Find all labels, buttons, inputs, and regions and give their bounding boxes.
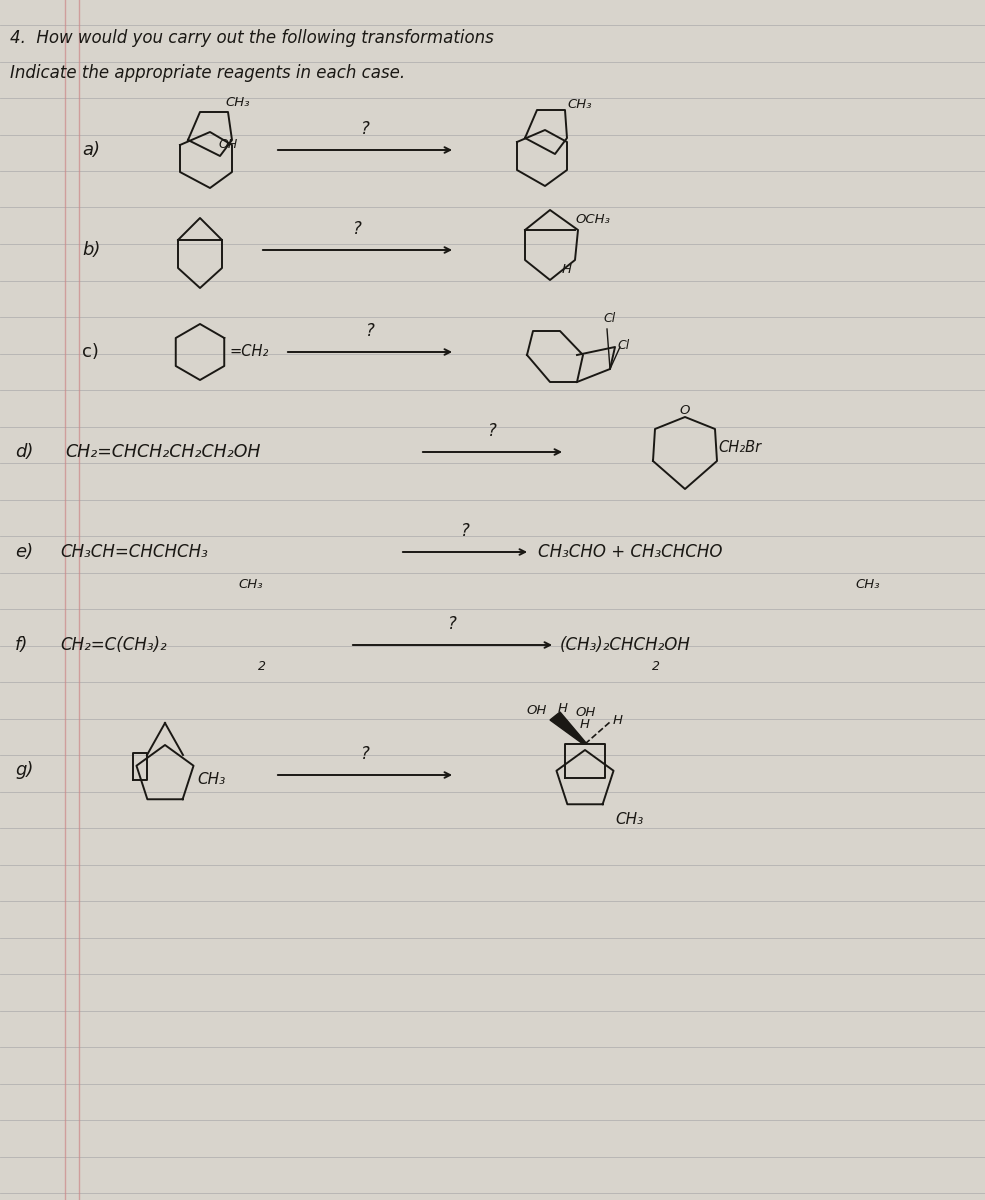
Text: Indicate the appropriate reagents in each case.: Indicate the appropriate reagents in eac… [10,64,405,82]
Text: CH₂Br: CH₂Br [718,439,761,455]
Text: ?: ? [361,745,369,763]
Text: OH: OH [575,706,595,719]
Text: CH₂=CHCH₂CH₂CH₂OH: CH₂=CHCH₂CH₂CH₂OH [65,443,260,461]
Text: CH₃: CH₃ [615,812,643,828]
Text: c): c) [82,343,99,361]
Text: a): a) [82,140,100,158]
Text: 2: 2 [258,660,266,673]
Text: CH₃CH=CHCHCH₃: CH₃CH=CHCHCH₃ [60,542,208,560]
Text: Cl: Cl [617,338,629,352]
Text: O: O [680,404,690,418]
Text: f): f) [15,636,29,654]
Text: H: H [558,702,568,714]
Text: CH₃: CH₃ [238,577,263,590]
Text: ?: ? [461,522,470,540]
Text: g): g) [15,761,33,779]
Text: ?: ? [353,220,361,238]
Text: ?: ? [448,614,457,634]
Text: 2: 2 [652,660,660,673]
Text: ?: ? [488,422,497,440]
Text: H: H [613,714,623,726]
Text: e): e) [15,542,33,560]
Text: Cl: Cl [603,312,616,325]
Text: CH₃: CH₃ [197,773,226,787]
Text: OH: OH [218,138,237,151]
Polygon shape [550,712,587,744]
Text: ?: ? [361,120,369,138]
Text: CH₃: CH₃ [567,98,592,112]
Text: CH₃CHO + CH₃CHCHO: CH₃CHO + CH₃CHCHO [538,542,723,560]
Text: (CH₃)₂CHCH₂OH: (CH₃)₂CHCH₂OH [560,636,690,654]
Text: CH₃: CH₃ [225,96,249,108]
Text: b): b) [82,241,100,259]
Text: =CH₂: =CH₂ [229,344,268,360]
Text: ?: ? [365,322,374,340]
Text: OH: OH [527,703,547,716]
Text: d): d) [15,443,33,461]
Text: OCH₃: OCH₃ [575,214,610,227]
Text: H: H [562,264,572,276]
Text: CH₃: CH₃ [855,577,880,590]
Text: CH₂=C(CH₃)₂: CH₂=C(CH₃)₂ [60,636,166,654]
Text: 4.  How would you carry out the following transformations: 4. How would you carry out the following… [10,29,493,47]
Text: H: H [580,719,590,732]
